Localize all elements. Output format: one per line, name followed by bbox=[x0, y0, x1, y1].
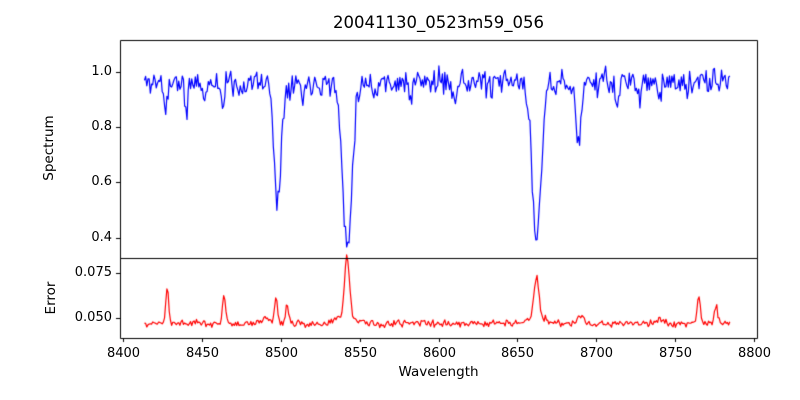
y-tick-label: 0.050 bbox=[74, 310, 112, 325]
x-tick-label: 8550 bbox=[343, 346, 378, 361]
x-tick-label: 8600 bbox=[422, 346, 457, 361]
y-tick-label: 0.4 bbox=[91, 230, 112, 245]
y-tick-label: 0.6 bbox=[91, 174, 112, 189]
y-tick-label: 0.075 bbox=[74, 265, 112, 280]
x-tick-label: 8650 bbox=[500, 346, 535, 361]
wavelength-x-axis-label: Wavelength bbox=[398, 364, 479, 380]
x-tick-label: 8800 bbox=[737, 346, 772, 361]
y-tick-label: 1.0 bbox=[91, 64, 112, 79]
x-tick-label: 8400 bbox=[106, 346, 141, 361]
y-tick-label: 0.8 bbox=[91, 119, 112, 134]
x-tick-label: 8750 bbox=[658, 346, 693, 361]
chart-title: 20041130_0523m59_056 bbox=[332, 13, 545, 32]
x-tick-label: 8500 bbox=[264, 346, 299, 361]
x-tick-label: 8700 bbox=[579, 346, 614, 361]
x-tick-label: 8450 bbox=[185, 346, 220, 361]
